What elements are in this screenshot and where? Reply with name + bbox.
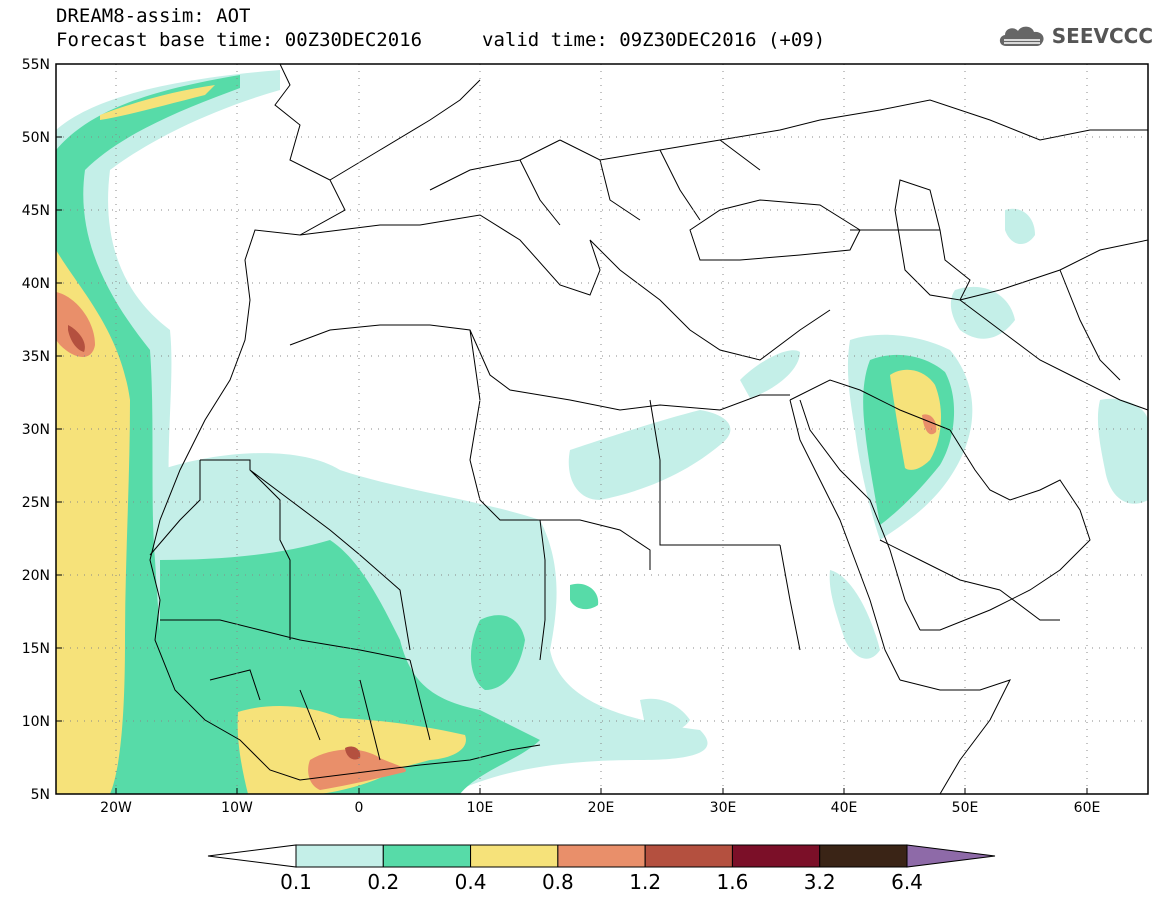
lat-label: 55N <box>22 57 50 73</box>
lat-label: 35N <box>22 349 50 365</box>
cloud-icon <box>999 26 1044 46</box>
lat-label: 20N <box>22 568 50 584</box>
lon-label: 60E <box>1074 800 1101 816</box>
colorbar-label: 0.8 <box>542 870 574 894</box>
colorbar-box <box>731 844 821 868</box>
forecast-base-time: Forecast base time: 00Z30DEC2016 <box>56 29 423 51</box>
colorbar-label: 0.2 <box>367 870 399 894</box>
colorbar-label: 6.4 <box>891 870 923 894</box>
lon-label: 20E <box>588 800 615 816</box>
graticule <box>56 64 1148 794</box>
lon-label: 10W <box>221 800 253 816</box>
colorbar-label: 3.2 <box>804 870 836 894</box>
lat-label: 10N <box>22 714 50 730</box>
latitude-labels: 55N 50N 45N 40N 35N 30N 25N 20N 15N 10N … <box>22 57 50 803</box>
colorbar-box <box>382 844 472 868</box>
seevccc-logo: SEEVCCC <box>996 22 1153 50</box>
lon-label: 10E <box>467 800 494 816</box>
longitude-labels: 20W 10W 0 10E 20E 30E 40E 50E 60E <box>100 800 1100 816</box>
lon-label: 50E <box>952 800 979 816</box>
lat-label: 40N <box>22 276 50 292</box>
colorbar-label: 1.6 <box>717 870 749 894</box>
lat-label: 45N <box>22 203 50 219</box>
colorbar-box <box>644 844 733 868</box>
lon-label: 0 <box>355 800 364 816</box>
colorbar-box <box>470 844 559 868</box>
lat-label: 5N <box>31 787 50 803</box>
colorbar-box <box>295 844 384 868</box>
axis-ticks <box>56 63 1088 794</box>
map-plot-area <box>56 64 1148 794</box>
lat-label: 30N <box>22 422 50 438</box>
lat-label: 25N <box>22 495 50 511</box>
colorbar-box <box>819 844 908 868</box>
valid-time: valid time: 09Z30DEC2016 (+09) <box>482 29 826 51</box>
lat-label: 15N <box>22 641 50 657</box>
aot-shading <box>56 70 1148 794</box>
lon-label: 20W <box>100 800 132 816</box>
colorbar-label: 1.2 <box>629 870 661 894</box>
colorbar-max-arrow <box>906 844 996 868</box>
colorbar-min-arrow <box>207 844 297 868</box>
lat-label: 50N <box>22 130 50 146</box>
lon-label: 30E <box>710 800 737 816</box>
map-title: DREAM8-assim: AOT <box>56 5 251 27</box>
lon-label: 40E <box>831 800 858 816</box>
colorbar: 0.1 0.2 0.4 0.8 1.2 1.6 3.2 6.4 <box>207 844 996 894</box>
colorbar-label: 0.1 <box>280 870 312 894</box>
logo-text: SEEVCCC <box>1051 24 1153 48</box>
colorbar-label: 0.4 <box>455 870 487 894</box>
colorbar-box <box>557 844 646 868</box>
